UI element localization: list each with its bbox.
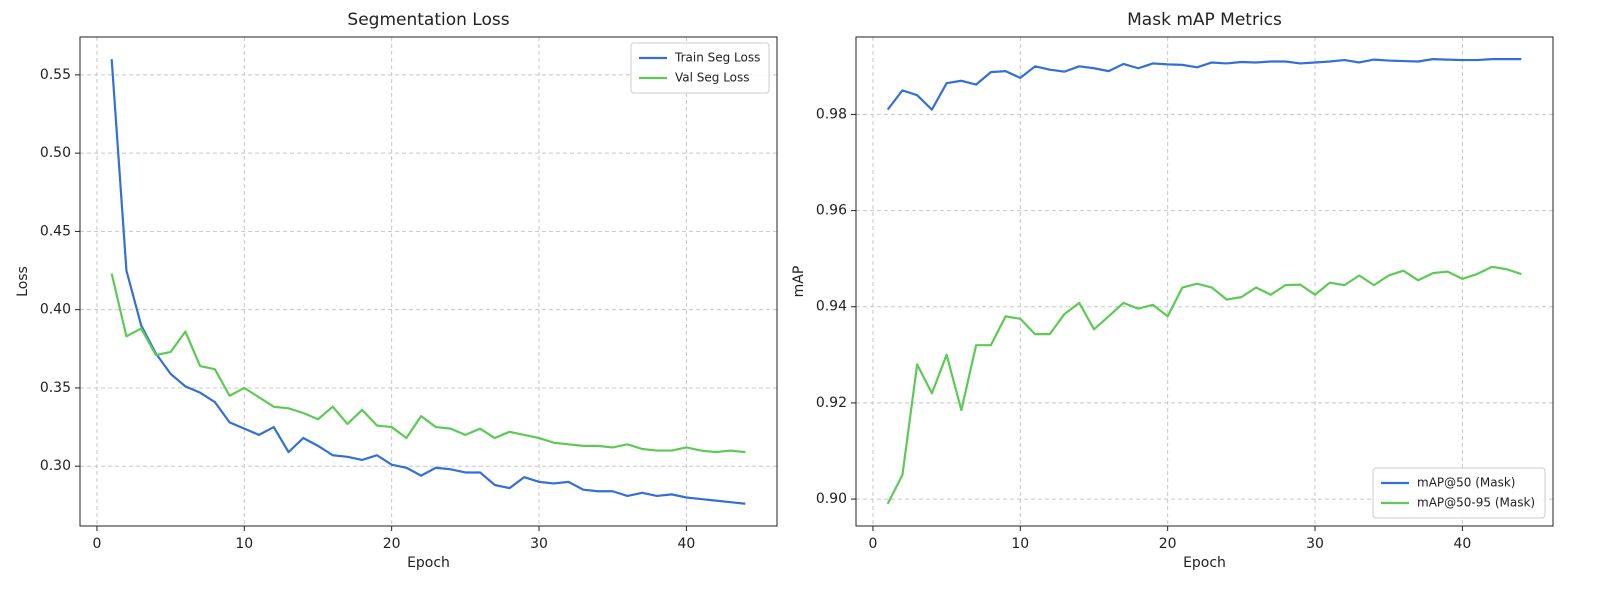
y-tick-label: 0.40 bbox=[40, 302, 71, 318]
y-tick-label: 0.45 bbox=[40, 223, 71, 239]
chart-title: Mask mAP Metrics bbox=[1127, 10, 1282, 30]
x-tick-label: 40 bbox=[677, 536, 695, 552]
x-tick-label: 20 bbox=[1159, 536, 1177, 552]
y-tick-label: 0.55 bbox=[40, 67, 71, 83]
legend-label: mAP@50 (Mask) bbox=[1417, 476, 1516, 490]
x-tick-label: 40 bbox=[1453, 536, 1471, 552]
x-tick-label: 30 bbox=[1306, 536, 1324, 552]
legend-box bbox=[630, 42, 770, 94]
y-tick-label: 0.94 bbox=[816, 299, 847, 315]
legend-label: Val Seg Loss bbox=[675, 71, 750, 85]
plot-frame bbox=[855, 36, 1554, 527]
x-tick-label: 10 bbox=[1011, 536, 1029, 552]
x-tick-label: 30 bbox=[530, 536, 548, 552]
legend-label: Train Seg Loss bbox=[674, 51, 760, 65]
y-tick-label: 0.98 bbox=[816, 106, 847, 122]
y-tick-label: 0.90 bbox=[816, 491, 847, 507]
y-tick-label: 0.50 bbox=[40, 145, 71, 161]
y-tick-label: 0.30 bbox=[40, 458, 71, 474]
series-line bbox=[110, 273, 746, 454]
y-axis-label: Loss bbox=[15, 266, 31, 297]
y-axis-label: mAP bbox=[791, 266, 807, 298]
chart-title: Segmentation Loss bbox=[347, 10, 509, 30]
y-tick-label: 0.92 bbox=[816, 395, 847, 411]
x-axis-label: Epoch bbox=[1183, 555, 1226, 571]
x-axis-label: Epoch bbox=[407, 555, 450, 571]
series-line bbox=[886, 58, 1522, 111]
series-line bbox=[886, 265, 1522, 505]
x-tick-label: 0 bbox=[868, 536, 877, 552]
y-tick-label: 0.96 bbox=[816, 203, 847, 219]
series-line bbox=[110, 59, 746, 505]
y-tick-label: 0.35 bbox=[40, 380, 71, 396]
x-tick-label: 10 bbox=[235, 536, 253, 552]
x-tick-label: 0 bbox=[92, 536, 101, 552]
legend-label: mAP@50-95 (Mask) bbox=[1417, 496, 1535, 510]
legend-box bbox=[1372, 467, 1546, 519]
plot-frame bbox=[79, 36, 778, 527]
x-tick-label: 20 bbox=[383, 536, 401, 552]
